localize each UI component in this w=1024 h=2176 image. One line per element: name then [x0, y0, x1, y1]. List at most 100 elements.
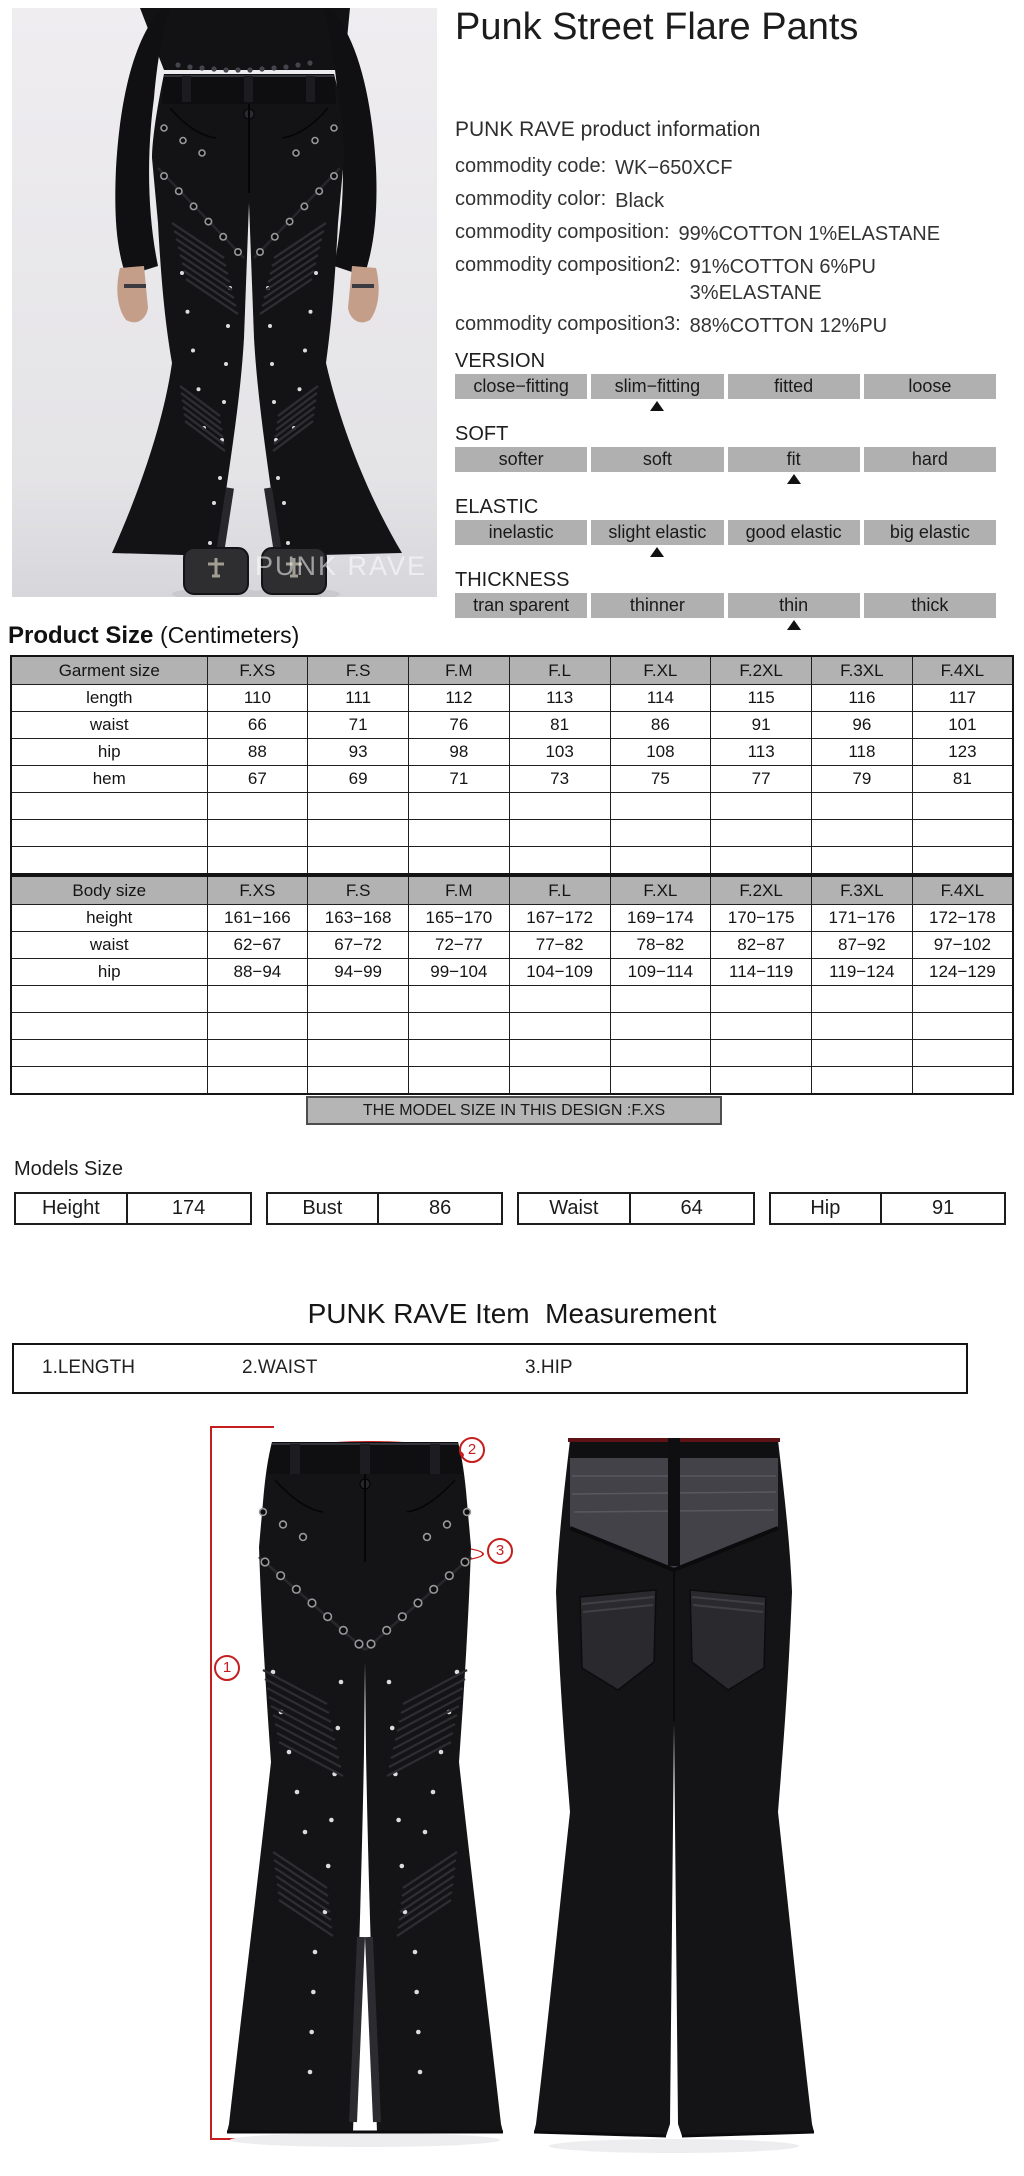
attribute-option: softer: [455, 447, 588, 472]
rib-line: [272, 1713, 338, 1751]
empty-cell: [10, 846, 208, 875]
size-value: 113: [710, 738, 812, 766]
attribute-option: fitted: [727, 374, 860, 399]
rib-line: [273, 222, 327, 259]
eyelet-dot: [338, 1625, 348, 1635]
size-value: 112: [408, 684, 510, 712]
size-value: 119−124: [811, 958, 913, 986]
attribute-option: soft: [591, 447, 724, 472]
rib-line: [386, 1740, 452, 1778]
empty-row: [10, 792, 1014, 820]
attribute-option: good elastic: [727, 520, 860, 545]
rib-line: [274, 1722, 340, 1760]
eyelet-dot: [311, 136, 319, 145]
rib-line: [402, 1851, 458, 1889]
size-value: 77−82: [508, 931, 611, 959]
size-value: 172−178: [911, 904, 1014, 932]
info-label: commodity composition3:: [455, 313, 681, 335]
product-info-row: commodity composition: 99%COTTON 1%ELASTA…: [455, 221, 1020, 247]
rib-line: [396, 1695, 462, 1733]
eyelet-dot: [354, 1639, 364, 1649]
stud-dot: [185, 309, 190, 314]
empty-cell: [811, 1039, 913, 1067]
size-value: 109−114: [609, 958, 712, 986]
measurement-legend-item: 1.LENGTH: [42, 1357, 135, 1378]
rib-line: [182, 406, 224, 438]
models-size-row: Height 174 Bust 86 Waist 64 Hip 91: [14, 1192, 1006, 1225]
rib-line: [265, 254, 319, 291]
table-row: hem 67 69 71 73 75 77 79 81: [10, 765, 1014, 793]
stud-dot: [276, 476, 280, 480]
info-label: commodity code:: [455, 155, 607, 177]
stud-dot: [314, 271, 318, 275]
models-size-value: 174: [171, 1197, 206, 1219]
column-header: F.XL: [609, 875, 712, 905]
size-value: 104−109: [508, 958, 611, 986]
stud-dot: [224, 362, 228, 366]
empty-cell: [206, 985, 309, 1013]
eyelet-dot: [413, 1598, 423, 1608]
empty-cell: [408, 985, 510, 1013]
stud-dot: [417, 2069, 423, 2075]
rib-line: [392, 1713, 458, 1751]
rib-line: [398, 1686, 464, 1724]
rib-line: [262, 1668, 328, 1706]
attribute-options: close−fitting slim−fitting fitted loose: [455, 374, 996, 399]
empty-cell: [609, 985, 712, 1013]
attribute-group-soft: SOFT softer soft fit hard: [455, 423, 996, 484]
size-value: 67: [206, 765, 309, 793]
pants-back-view: [533, 1438, 815, 2153]
size-value: 66: [206, 711, 309, 739]
empty-cell: [710, 846, 812, 875]
stud-dot: [286, 1749, 292, 1755]
rib-line: [268, 1695, 334, 1733]
product-info-heading: PUNK RAVE product information: [455, 118, 761, 141]
stud-dot: [272, 400, 276, 404]
eyelet-dot: [444, 1571, 454, 1581]
size-value: 116: [811, 684, 913, 712]
attribute-arrow-row: [455, 545, 996, 557]
eyelet-dot: [291, 1584, 301, 1594]
size-value: 171−176: [811, 904, 913, 932]
empty-row: [10, 985, 1014, 1013]
rib-line: [264, 1677, 330, 1715]
empty-cell: [206, 846, 309, 875]
rib-line: [181, 399, 223, 431]
models-size-label: Waist: [519, 1194, 631, 1223]
table-header-row: Body size F.XS F.S F.M F.L F.XL F.2XL F.3XL F.4X…: [10, 875, 1014, 905]
empty-cell: [307, 792, 409, 820]
back-pocket-right: [689, 1589, 767, 1691]
empty-cell: [911, 1039, 1014, 1067]
info-label: commodity composition2:: [455, 254, 681, 276]
stud-dot: [438, 1749, 444, 1755]
size-value: 97−102: [911, 931, 1014, 959]
rib-line: [272, 1851, 328, 1889]
rib-line: [278, 1899, 334, 1937]
annotation-circle-2: 2: [459, 1437, 485, 1463]
attribute-group-elastic: ELASTIC inelastic slight elastic good elast…: [455, 496, 996, 557]
row-label: height: [10, 904, 208, 932]
empty-cell: [911, 1066, 1014, 1095]
product-info-row: commodity composition3: 88%COTTON 12%PU: [455, 313, 1020, 339]
size-value: 69: [307, 765, 409, 793]
rib-line: [274, 1867, 330, 1905]
size-value: 165−170: [408, 904, 510, 932]
stud-dot: [218, 476, 222, 480]
info-value-line2: 3%ELASTANE: [689, 282, 822, 304]
eyelet-dot: [174, 187, 183, 196]
size-value: 114: [609, 684, 712, 712]
size-value: 99−104: [408, 958, 510, 986]
size-value: 77: [710, 765, 812, 793]
eyelet-dot: [300, 202, 309, 211]
rib-line: [270, 1704, 336, 1742]
eyelet-dot: [234, 248, 243, 257]
column-header: F.3XL: [811, 655, 913, 685]
stud-dot: [311, 1989, 316, 1995]
empty-cell: [206, 792, 309, 820]
empty-cell: [911, 1012, 1014, 1040]
empty-cell: [710, 819, 812, 847]
rib-line: [276, 1731, 342, 1769]
empty-cell: [307, 1012, 409, 1040]
eyelet-dot: [460, 1557, 470, 1567]
